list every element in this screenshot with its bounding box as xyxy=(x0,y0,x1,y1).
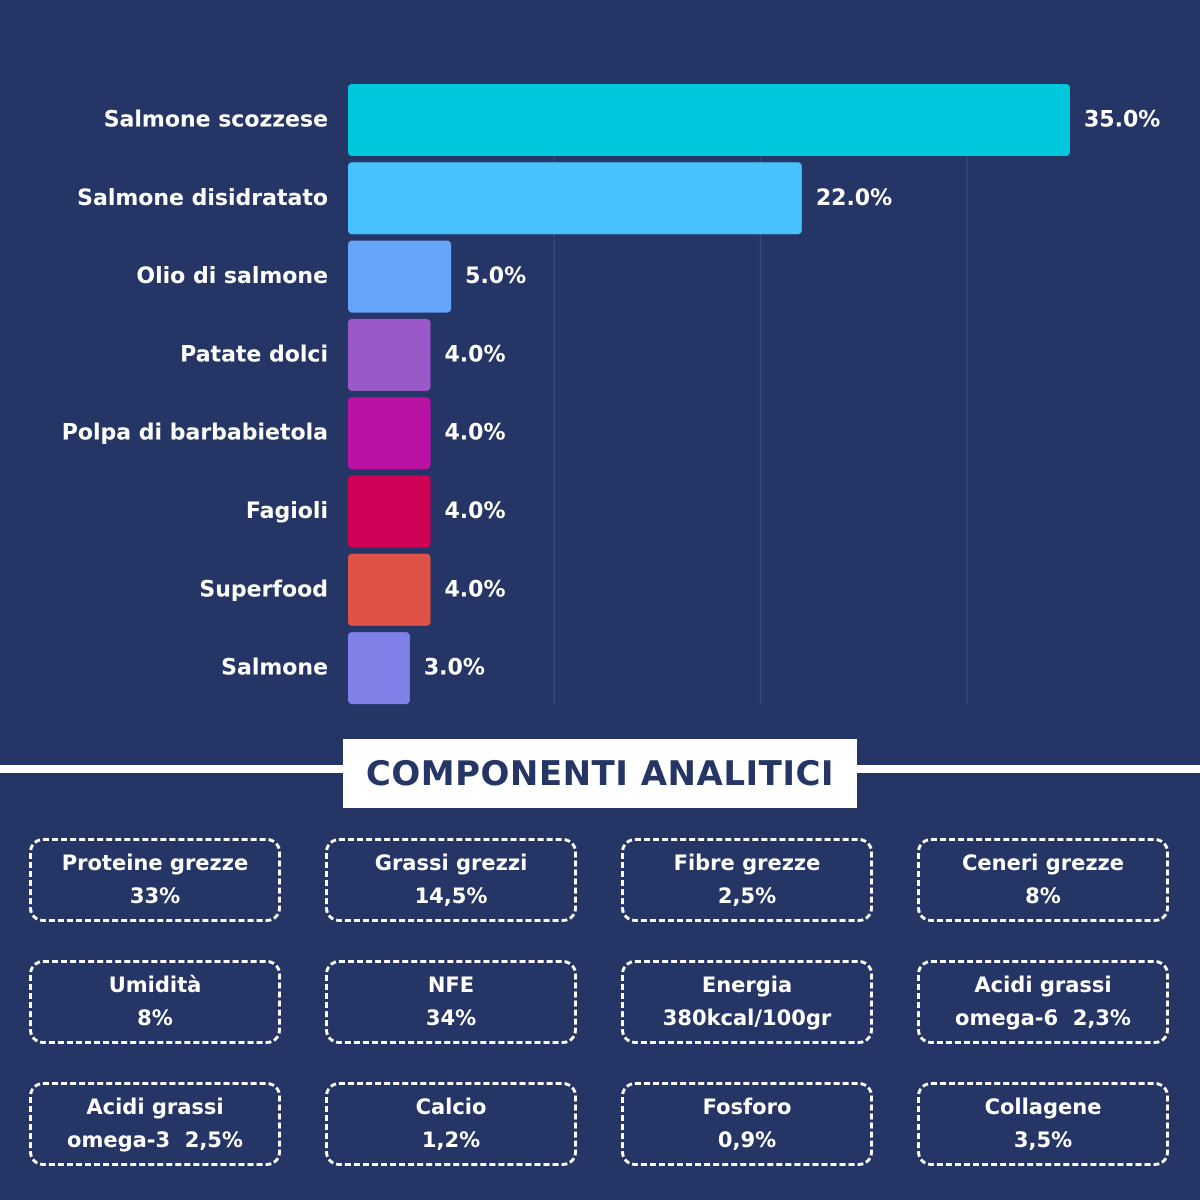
category-label-0: Salmone scozzese xyxy=(104,108,328,133)
component-label: Collagene xyxy=(984,1095,1102,1119)
component-value: 33% xyxy=(129,884,181,908)
component-card-ceneri: Ceneri grezze 8% xyxy=(917,838,1169,922)
value-label-1: 22.0% xyxy=(816,186,892,211)
component-value: 2,5% xyxy=(717,884,777,908)
component-value: 14,5% xyxy=(414,884,488,908)
component-value: 1,2% xyxy=(421,1128,481,1152)
component-card-calcio: Calcio 1,2% xyxy=(325,1082,577,1166)
component-label: Acidi grassi xyxy=(974,973,1112,997)
component-card-fosforo: Fosforo 0,9% xyxy=(621,1082,873,1166)
component-label: Proteine grezze xyxy=(61,851,249,875)
component-label: Acidi grassi xyxy=(86,1095,224,1119)
component-label: Energia xyxy=(701,973,793,997)
component-label: NFE xyxy=(427,973,475,997)
bar-0 xyxy=(348,84,1070,156)
bar-2 xyxy=(348,240,452,313)
component-label: Umidità xyxy=(108,973,202,997)
ingredients-bar-chart: Salmone scozzese Salmone disidratato Olio … xyxy=(62,84,1160,705)
category-label-7: Salmone xyxy=(221,656,328,681)
analytical-components-grid: Proteine grezze 33% Grassi grezzi 14,5% … xyxy=(29,838,1172,1166)
category-label-4: Polpa di barbabietola xyxy=(62,421,328,446)
component-card-umidita: Umidità 8% xyxy=(29,960,281,1044)
category-label-5: Fagioli xyxy=(246,499,328,524)
bar-6 xyxy=(348,553,431,626)
component-card-omega3: Acidi grassi omega-3 2,5% xyxy=(29,1082,281,1166)
component-value: 3,5% xyxy=(1013,1128,1073,1152)
component-value: omega-6 2,3% xyxy=(955,1006,1131,1030)
component-card-grassi: Grassi grezzi 14,5% xyxy=(325,838,577,922)
component-value: 8% xyxy=(137,1006,173,1030)
value-label-7: 3.0% xyxy=(424,656,485,681)
category-label-6: Superfood xyxy=(199,577,328,602)
component-card-collagene: Collagene 3,5% xyxy=(917,1082,1169,1166)
bar-7 xyxy=(348,632,410,705)
component-card-fibre: Fibre grezze 2,5% xyxy=(621,838,873,922)
component-value: 0,9% xyxy=(717,1128,777,1152)
component-label: Fosforo xyxy=(702,1095,792,1119)
value-label-3: 4.0% xyxy=(445,342,506,367)
section-title-box: COMPONENTI ANALITICI xyxy=(343,739,857,808)
bar-5 xyxy=(348,475,431,548)
component-card-nfe: NFE 34% xyxy=(325,960,577,1044)
chart-value-labels: 35.0% 22.0% 5.0% 4.0% 4.0% 4.0% 4.0% 3.0% xyxy=(424,108,1160,681)
component-value: 8% xyxy=(1025,884,1061,908)
bar-3 xyxy=(348,318,431,391)
value-label-6: 4.0% xyxy=(445,577,506,602)
component-label: Fibre grezze xyxy=(673,851,821,875)
value-label-0: 35.0% xyxy=(1084,108,1160,133)
component-card-omega6: Acidi grassi omega-6 2,3% xyxy=(917,960,1169,1044)
value-label-2: 5.0% xyxy=(465,264,526,289)
component-label: Calcio xyxy=(415,1095,487,1119)
category-label-1: Salmone disidratato xyxy=(77,186,328,211)
bar-4 xyxy=(348,397,431,470)
value-label-5: 4.0% xyxy=(445,499,506,524)
section-title: COMPONENTI ANALITICI xyxy=(365,753,835,794)
component-value: omega-3 2,5% xyxy=(67,1128,243,1152)
component-value: 34% xyxy=(425,1006,477,1030)
component-label: Grassi grezzi xyxy=(374,851,528,875)
component-label: Ceneri grezze xyxy=(961,851,1125,875)
value-label-4: 4.0% xyxy=(445,421,506,446)
category-label-3: Patate dolci xyxy=(180,342,328,367)
component-card-proteine: Proteine grezze 33% xyxy=(29,838,281,922)
component-card-energia: Energia 380kcal/100gr xyxy=(621,960,873,1044)
category-label-2: Olio di salmone xyxy=(136,264,328,289)
component-value: 380kcal/100gr xyxy=(662,1006,832,1030)
bar-1 xyxy=(348,162,802,235)
chart-category-labels: Salmone scozzese Salmone disidratato Olio … xyxy=(62,108,328,681)
chart-bars xyxy=(348,84,1070,705)
